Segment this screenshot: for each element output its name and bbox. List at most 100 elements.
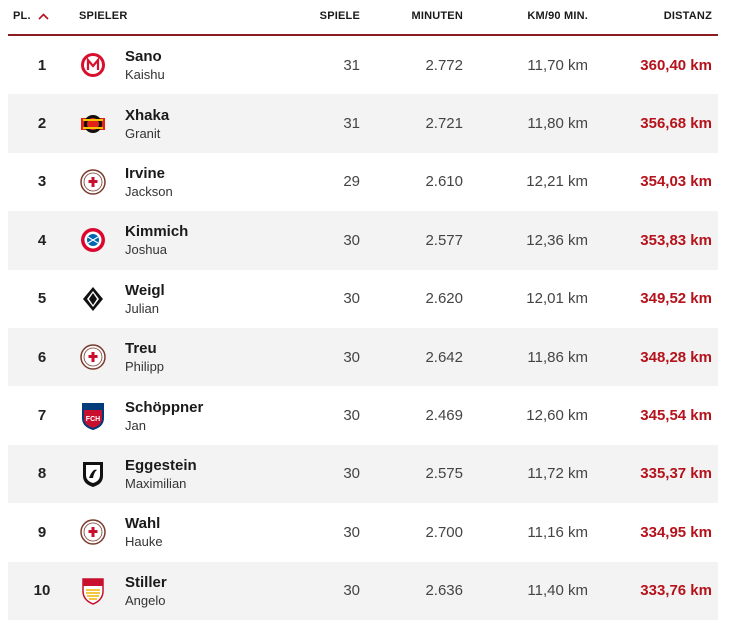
games-cell: 30 [343, 407, 360, 425]
distance-cell: 356,68 km [640, 115, 712, 133]
table-row[interactable]: 8 Eggestein Maximilian 30 2.575 11,72 km 335,3… [8, 444, 718, 504]
player-last-name[interactable]: Schöppner [125, 398, 204, 416]
table-row[interactable]: 2 Xhaka Granit 31 2.721 11,80 km 356,68 km [8, 94, 718, 153]
distance-cell: 335,37 km [640, 465, 712, 483]
player-name[interactable]: Wahl Hauke [125, 503, 163, 561]
player-first-name: Julian [125, 300, 159, 316]
player-name[interactable]: Irvine Jackson [125, 153, 173, 211]
distance-cell: 333,76 km [640, 582, 712, 600]
rank-cell: 4 [37, 231, 47, 249]
rank-cell: 9 [37, 523, 47, 541]
club-logo-icon [78, 445, 108, 503]
player-first-name: Philipp [125, 359, 165, 375]
distance-cell: 334,95 km [640, 523, 712, 541]
player-name[interactable]: Sano Kaishu [125, 36, 165, 94]
table-row[interactable]: 1 Sano Kaishu 31 2.772 11,70 km 360,40 km [8, 36, 718, 94]
player-last-name[interactable]: Weigl [125, 281, 165, 299]
km-per-90-cell: 11,72 km [527, 465, 588, 483]
distance-cell: 360,40 km [640, 56, 712, 74]
km-per-90-cell: 11,70 km [527, 56, 588, 74]
player-last-name[interactable]: Stiller [125, 573, 167, 591]
km-per-90-cell: 11,40 km [527, 582, 588, 600]
km-per-90-cell: 12,60 km [526, 407, 588, 425]
player-last-name[interactable]: Sano [125, 48, 162, 66]
rank-cell: 2 [37, 115, 47, 133]
distance-cell: 345,54 km [640, 407, 712, 425]
games-cell: 30 [343, 465, 360, 483]
rank-cell: 1 [37, 56, 47, 74]
player-first-name: Maximilian [125, 475, 187, 491]
chevron-up-icon[interactable] [38, 13, 49, 20]
column-header-player[interactable]: SPIELER [79, 10, 128, 22]
player-name[interactable]: Stiller Angelo [125, 562, 167, 620]
player-first-name: Kaishu [125, 67, 165, 83]
player-first-name: Hauke [125, 534, 163, 550]
rank-cell: 7 [37, 407, 47, 425]
distance-cell: 354,03 km [640, 173, 712, 191]
km-per-90-cell: 11,86 km [527, 348, 588, 366]
games-cell: 30 [343, 582, 360, 600]
player-last-name[interactable]: Eggestein [125, 456, 197, 474]
km-per-90-cell: 12,21 km [526, 173, 588, 191]
games-cell: 30 [343, 348, 360, 366]
table-row[interactable]: 9 Wahl Hauke 30 2.700 11,16 km 334,95 km [8, 503, 718, 561]
rank-cell: 5 [37, 290, 47, 308]
player-first-name: Jackson [125, 183, 173, 199]
svg-text:FCH: FCH [86, 416, 100, 423]
player-name[interactable]: Weigl Julian [125, 270, 165, 328]
games-cell: 31 [343, 56, 360, 74]
table-row[interactable]: 5 Weigl Julian 30 2.620 12,01 km 349,52 km [8, 270, 718, 328]
column-header-games[interactable]: SPIELE [319, 10, 360, 22]
table-header: PL. SPIELER SPIELE MINUTEN KM/90 MIN. DI… [8, 0, 718, 36]
player-name[interactable]: Schöppner Jan [125, 386, 203, 444]
club-logo-icon [78, 211, 108, 269]
distance-ranking-table: PL. SPIELER SPIELE MINUTEN KM/90 MIN. DI… [8, 0, 718, 620]
games-cell: 29 [343, 173, 360, 191]
club-logo-icon [78, 36, 108, 94]
player-name[interactable]: Xhaka Granit [125, 94, 169, 152]
club-logo-icon [78, 153, 108, 211]
player-first-name: Joshua [125, 242, 167, 258]
minutes-cell: 2.772 [425, 56, 463, 74]
column-header-distance[interactable]: DISTANZ [663, 10, 712, 22]
table-row[interactable]: 10 Stiller Angelo 30 2.636 11,40 km 333,76 km [8, 561, 718, 620]
table-body: 1 Sano Kaishu 31 2.772 11,70 km 360,40 km 2 Xhak… [8, 36, 718, 620]
table-row[interactable]: 6 Treu Philipp 30 2.642 11,86 km 348,28 km [8, 327, 718, 387]
distance-cell: 349,52 km [640, 290, 712, 308]
games-cell: 30 [343, 523, 360, 541]
club-logo-icon [78, 94, 108, 152]
km-per-90-cell: 11,80 km [527, 115, 588, 133]
player-first-name: Granit [125, 125, 161, 141]
minutes-cell: 2.642 [425, 348, 463, 366]
km-per-90-cell: 12,36 km [526, 231, 588, 249]
rank-cell: 8 [37, 465, 47, 483]
column-header-km-per-90[interactable]: KM/90 MIN. [527, 10, 588, 22]
table-row[interactable]: 3 Irvine Jackson 29 2.610 12,21 km 354,03 km [8, 153, 718, 211]
player-last-name[interactable]: Irvine [125, 164, 166, 182]
minutes-cell: 2.700 [425, 523, 463, 541]
column-header-position[interactable]: PL. [13, 10, 49, 22]
player-name[interactable]: Kimmich Joshua [125, 211, 188, 269]
table-row[interactable]: 4 Kimmich Joshua 30 2.577 12,36 km 353,83 km [8, 211, 718, 270]
player-last-name[interactable]: Kimmich [125, 223, 189, 241]
player-last-name[interactable]: Wahl [125, 515, 161, 533]
player-first-name: Angelo [125, 592, 166, 608]
minutes-cell: 2.575 [425, 465, 463, 483]
club-logo-icon [78, 270, 108, 328]
minutes-cell: 2.620 [425, 290, 463, 308]
column-header-minutes[interactable]: MINUTEN [411, 10, 463, 22]
player-name[interactable]: Eggestein Maximilian [125, 445, 197, 503]
games-cell: 30 [343, 231, 360, 249]
club-logo-icon [78, 328, 108, 386]
player-last-name[interactable]: Xhaka [125, 106, 170, 124]
player-name[interactable]: Treu Philipp [125, 328, 164, 386]
table-row[interactable]: 7 FCH Schöppner Jan 30 2.469 12,60 km 345,54 km [8, 386, 718, 444]
distance-cell: 348,28 km [640, 348, 712, 366]
minutes-cell: 2.469 [425, 407, 463, 425]
minutes-cell: 2.636 [425, 582, 463, 600]
minutes-cell: 2.721 [425, 115, 463, 133]
distance-cell: 353,83 km [640, 231, 712, 249]
rank-cell: 3 [37, 173, 47, 191]
minutes-cell: 2.610 [425, 173, 463, 191]
player-last-name[interactable]: Treu [125, 340, 157, 358]
